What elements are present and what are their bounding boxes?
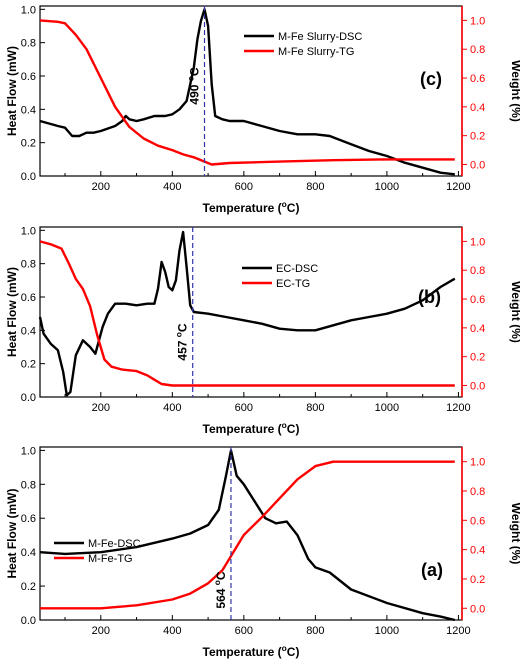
y-left-axis-label: Heat Flow (mW) xyxy=(5,489,19,579)
plot-frame xyxy=(39,446,463,621)
x-tick-label: 200 xyxy=(92,181,110,193)
x-tick-label: 1200 xyxy=(446,181,470,193)
y-right-tick-label: 0.8 xyxy=(470,486,485,498)
x-tick-label: 1000 xyxy=(375,625,399,637)
legend-entry: M-Fe Slurry-TG xyxy=(278,46,354,58)
y-right-tick-label: 0.2 xyxy=(470,352,485,364)
y-left-tick-label: 0.6 xyxy=(21,71,36,83)
y-right-tick-label: 0.0 xyxy=(470,603,485,615)
chart-panel-b: 200 400 600 800 1000 12000.00.20.40.60.81.00.… xyxy=(5,225,520,436)
legend-entry: EC-DSC xyxy=(276,263,318,275)
y-left-tick-label: 0.0 xyxy=(21,392,36,404)
x-tick-label: 800 xyxy=(306,181,324,193)
y-right-axis-label: Weight (%) xyxy=(509,60,520,122)
y-right-tick-label: 0.6 xyxy=(470,515,485,527)
y-right-axis-label: Weight (%) xyxy=(509,281,520,343)
y-left-tick-label: 0.2 xyxy=(21,138,36,150)
y-left-tick-label: 0.4 xyxy=(21,325,36,337)
y-right-tick-label: 0.2 xyxy=(470,131,485,143)
y-right-tick-label: 0.0 xyxy=(470,380,485,392)
x-tick-label: 1200 xyxy=(446,402,470,414)
panel-label: (a) xyxy=(421,560,443,580)
panel-label: (c) xyxy=(420,69,442,89)
x-tick-label: 200 xyxy=(92,402,110,414)
y-left-tick-label: 0.0 xyxy=(21,615,36,627)
y-right-tick-label: 0.4 xyxy=(470,545,485,557)
y-left-tick-label: 0.4 xyxy=(21,547,36,559)
peak-temperature-label: 457 oC xyxy=(174,323,190,360)
series-line-m-fe-slurry-tg xyxy=(39,19,455,166)
y-left-tick-label: 0.6 xyxy=(21,513,36,525)
y-left-tick-label: 0.2 xyxy=(21,359,36,371)
y-left-tick-label: 0.8 xyxy=(21,259,36,271)
y-left-tick-label: 0.2 xyxy=(21,581,36,593)
x-tick-label: 1000 xyxy=(375,181,399,193)
series-line-ec-tg xyxy=(39,240,455,387)
y-left-tick-label: 0.8 xyxy=(21,38,36,50)
y-right-tick-label: 0.4 xyxy=(470,102,485,114)
x-axis-label: Temperature (oC) xyxy=(203,643,300,659)
y-left-axis-label: Heat Flow (mW) xyxy=(5,46,19,136)
series-line-ec-dsc xyxy=(38,230,456,397)
plot-frame xyxy=(39,5,463,177)
y-left-tick-label: 0.6 xyxy=(21,292,36,304)
plot-frame xyxy=(39,226,463,398)
legend-entry: EC-TG xyxy=(276,278,310,290)
y-left-tick-label: 0.0 xyxy=(21,171,36,183)
panel-label: (b) xyxy=(418,287,441,307)
chart-panel-c: 200 400 600 800 1000 12000.00.20.40.60.81.00.… xyxy=(5,4,520,215)
y-right-tick-label: 0.6 xyxy=(470,294,485,306)
x-tick-label: 800 xyxy=(306,402,324,414)
y-right-tick-label: 1.0 xyxy=(470,457,485,469)
y-left-tick-label: 0.8 xyxy=(21,479,36,491)
peak-temperature-label: 490 oC xyxy=(186,67,202,104)
series-line-m-fe-dsc xyxy=(39,449,456,622)
peak-temperature-label: 564 oC xyxy=(212,571,228,608)
x-tick-label: 400 xyxy=(163,625,181,637)
x-tick-label: 600 xyxy=(235,625,253,637)
legend-entry: M-Fe-TG xyxy=(88,553,133,565)
y-left-tick-label: 1.0 xyxy=(21,225,36,237)
series-line-m-fe-slurry-dsc xyxy=(39,8,455,176)
y-right-tick-label: 0.2 xyxy=(470,574,485,586)
legend-entry: M-Fe Slurry-DSC xyxy=(278,31,362,43)
y-left-tick-label: 1.0 xyxy=(21,4,36,16)
y-left-tick-label: 0.4 xyxy=(21,104,36,116)
chart-panel-a: 200 400 600 800 1000 12000.00.20.40.60.81.00.… xyxy=(5,445,520,659)
y-right-tick-label: 0.4 xyxy=(470,323,485,335)
x-tick-label: 400 xyxy=(163,402,181,414)
x-tick-label: 600 xyxy=(235,402,253,414)
y-right-tick-label: 1.0 xyxy=(470,15,485,27)
x-tick-label: 600 xyxy=(235,181,253,193)
x-tick-label: 400 xyxy=(163,181,181,193)
x-axis-label: Temperature (oC) xyxy=(203,199,300,215)
y-right-tick-label: 0.8 xyxy=(470,265,485,277)
x-tick-label: 1200 xyxy=(446,625,470,637)
y-right-tick-label: 0.8 xyxy=(470,44,485,56)
legend-entry: M-Fe-DSC xyxy=(88,538,141,550)
x-tick-label: 800 xyxy=(306,625,324,637)
y-right-tick-label: 0.0 xyxy=(470,159,485,171)
y-right-tick-label: 0.6 xyxy=(470,73,485,85)
y-left-tick-label: 1.0 xyxy=(21,445,36,457)
y-right-axis-label: Weight (%) xyxy=(509,503,520,565)
x-tick-label: 200 xyxy=(92,625,110,637)
x-tick-label: 1000 xyxy=(375,402,399,414)
series-line-m-fe-tg xyxy=(40,460,455,610)
x-axis-label: Temperature (oC) xyxy=(203,420,300,436)
y-left-axis-label: Heat Flow (mW) xyxy=(5,267,19,357)
y-right-tick-label: 1.0 xyxy=(470,236,485,248)
